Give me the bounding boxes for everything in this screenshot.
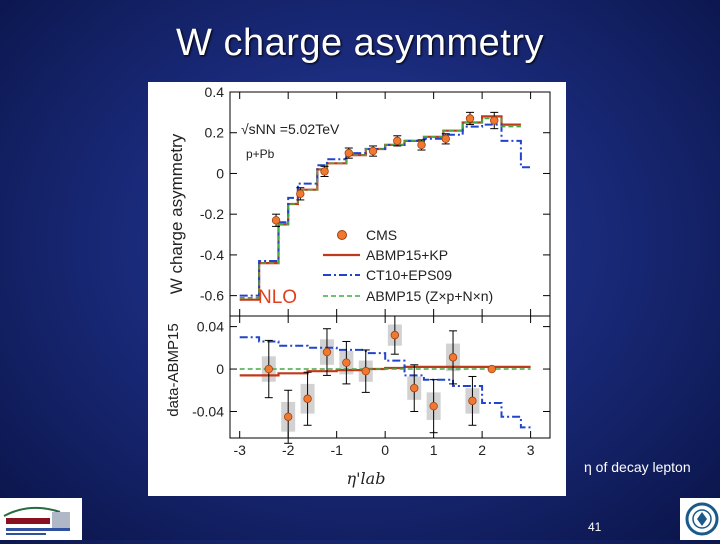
cms-data-point xyxy=(490,117,498,125)
bottom-ytick-label: -0.04 xyxy=(192,403,224,419)
ratio-panel: 0.04 0 -0.04 -3 -2 -1 0 1 2 3 xyxy=(192,316,550,458)
cms-data-point xyxy=(272,216,280,224)
cms-data-point xyxy=(297,190,305,198)
legend-cms-marker xyxy=(338,231,347,240)
top-ytick-label: 0.4 xyxy=(205,84,225,100)
top-ytick-label: -0.4 xyxy=(200,247,224,263)
legend-ct10-label: CT10+EPS09 xyxy=(366,267,452,283)
top-ytick-label: 0.2 xyxy=(205,125,225,141)
cms-data-point xyxy=(345,149,353,157)
cms-data-point xyxy=(391,331,399,339)
top-y-axis-label: W charge asymmetry xyxy=(167,133,186,294)
cms-data-point xyxy=(466,115,474,123)
legend-abmp-kp-label: ABMP15+KP xyxy=(366,247,448,263)
top-ytick-label: -0.2 xyxy=(200,206,224,222)
bottom-y-axis-label: data-ABMP15 xyxy=(165,323,182,416)
x-tick-label: 2 xyxy=(478,442,486,458)
cms-data-point xyxy=(304,395,312,403)
caption: η of decay lepton xyxy=(584,459,691,475)
legend-cms-label: CMS xyxy=(366,227,397,243)
cms-data-point xyxy=(418,141,426,149)
x-tick-label: -3 xyxy=(233,442,246,458)
university-seal-logo xyxy=(680,498,720,540)
cms-data-point xyxy=(369,147,377,155)
x-axis-label: η'lab xyxy=(347,469,386,488)
figure-panel: 0.4 0.2 0 -0.2 -0.4 -0.6 0.04 0 -0.04 -3 -2 -1 0 1 2 3… xyxy=(148,82,566,496)
top-ytick-label: -0.6 xyxy=(200,288,224,304)
x-tick-label: 1 xyxy=(430,442,438,458)
cms-data-point xyxy=(323,348,331,356)
cms-data-point xyxy=(284,413,292,421)
x-tick-label: -1 xyxy=(330,442,343,458)
page-number: 41 xyxy=(588,520,601,534)
bottom-ytick-label: 0 xyxy=(216,361,224,377)
cms-data-point xyxy=(393,137,401,145)
top-ytick-label: 0 xyxy=(216,165,224,181)
cms-data-point xyxy=(442,135,450,143)
x-tick-label: 0 xyxy=(381,442,389,458)
cms-data-point xyxy=(488,365,496,373)
berkeley-lab-logo xyxy=(0,498,82,540)
cms-data-point xyxy=(449,354,457,362)
x-tick-label: 3 xyxy=(527,442,535,458)
cms-data-point xyxy=(410,384,418,392)
legend: CMS ABMP15+KP CT10+EPS09 ABMP15 (Z×p+N×n… xyxy=(323,227,493,304)
cms-data-point xyxy=(430,402,438,410)
legend-abmp15-label: ABMP15 (Z×p+N×n) xyxy=(366,288,493,304)
nlo-annotation: NLO xyxy=(258,287,297,308)
energy-annotation: √sNN =5.02TeV xyxy=(241,121,340,137)
bottom-ytick-label: 0.04 xyxy=(197,319,224,335)
system-annotation: p+Pb xyxy=(246,147,275,161)
slide-title: W charge asymmetry xyxy=(0,22,720,65)
x-tick-label: -2 xyxy=(282,442,295,458)
cms-data-point xyxy=(469,397,477,405)
cms-data-point xyxy=(321,168,329,176)
bottom-model-solid-line xyxy=(240,367,531,376)
w-asymmetry-figure: 0.4 0.2 0 -0.2 -0.4 -0.6 0.04 0 -0.04 -3 -2 -1 0 1 2 3… xyxy=(148,82,566,496)
cms-data-point xyxy=(362,367,370,375)
cms-data-point xyxy=(265,365,273,373)
cms-data-point xyxy=(343,359,351,367)
